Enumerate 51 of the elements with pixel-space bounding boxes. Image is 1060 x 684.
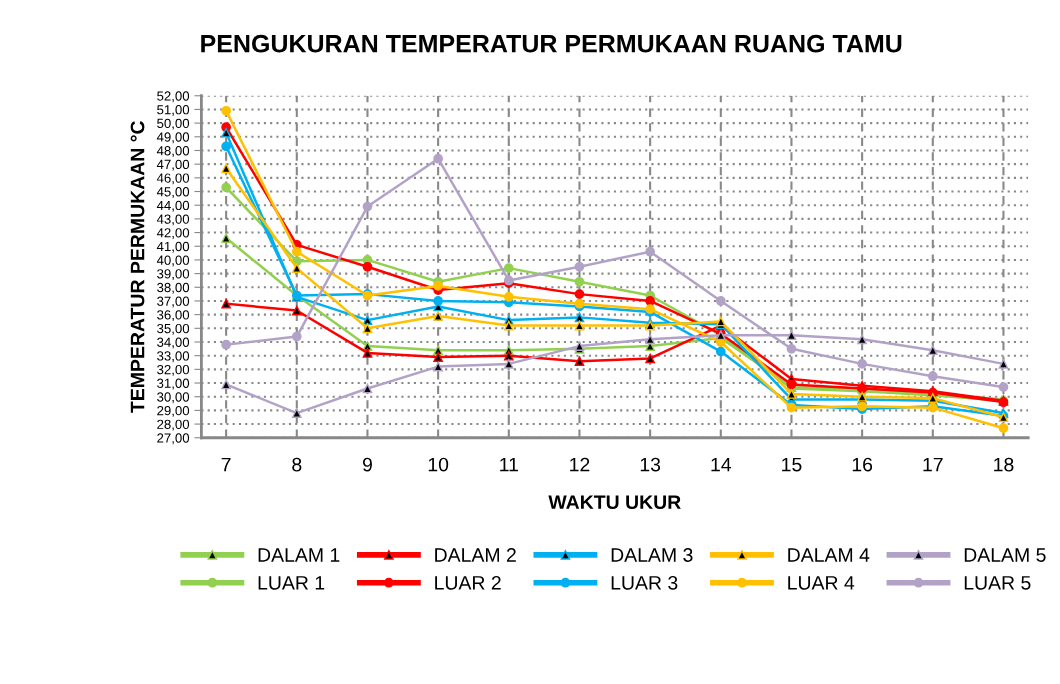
y-tick-label: 49,00 — [156, 132, 190, 144]
y-tick-label: 38,00 — [157, 282, 190, 294]
x-axis-title: WAKTU UKUR — [548, 495, 681, 510]
y-tick-label: 29,00 — [157, 405, 190, 417]
y-tick-label: 46,00 — [156, 173, 190, 185]
y-tick-label: 34,00 — [157, 337, 190, 349]
y-tick-label: 33,00 — [157, 351, 190, 363]
x-tick-label: 18 — [994, 457, 1014, 472]
y-tick-label: 32,00 — [157, 364, 190, 376]
y-tick-label: 45,00 — [156, 187, 190, 198]
y-tick-label: 52,00 — [157, 91, 190, 103]
chart-title: PENGUKURAN TEMPERATUR PERMUKAAN RUANG TAMU — [201, 34, 902, 53]
y-tick-label: 39,00 — [157, 269, 190, 281]
x-tick-label: 16 — [852, 457, 873, 472]
x-tick-label: 14 — [711, 457, 732, 472]
legend-label: LUAR 2 — [435, 575, 501, 590]
x-tick-label: 9 — [362, 457, 372, 472]
y-tick-label: 28,00 — [157, 419, 190, 431]
y-tick-label: 44,00 — [156, 200, 190, 212]
y-tick-label: 27,00 — [157, 433, 190, 445]
legend-label: DALAM 3 — [611, 548, 693, 562]
legend-label: LUAR 3 — [611, 575, 678, 590]
x-tick-label: 12 — [570, 457, 590, 472]
y-tick-label: 37,00 — [157, 296, 190, 308]
legend-label: DALAM 2 — [435, 548, 516, 562]
y-tick-label: 41,00 — [156, 241, 190, 253]
legend-label: LUAR 4 — [788, 576, 855, 590]
legend-label: LUAR 5 — [964, 576, 1031, 590]
x-tick-label: 10 — [428, 457, 449, 472]
x-tick-label: 7 — [221, 457, 231, 472]
y-axis-title: TEMPERATUR PERMUKAAN °C — [130, 120, 145, 413]
x-tick-label: 8 — [292, 457, 302, 472]
y-tick-label: 51,00 — [157, 105, 190, 116]
x-tick-label: 13 — [640, 457, 661, 472]
y-tick-label: 42,00 — [156, 228, 190, 240]
legend-label: DALAM 1 — [258, 548, 340, 562]
y-tick-label: 40,00 — [156, 255, 190, 267]
y-tick-label: 50,00 — [157, 118, 190, 130]
legend-label: LUAR 1 — [258, 576, 325, 590]
y-tick-label: 30,00 — [157, 392, 190, 404]
y-tick-label: 36,00 — [157, 310, 190, 322]
y-tick-label: 43,00 — [156, 214, 190, 226]
x-tick-label: 17 — [923, 457, 943, 472]
legend-label: DALAM 5 — [964, 548, 1046, 562]
y-tick-label: 47,00 — [156, 159, 190, 171]
y-tick-label: 48,00 — [156, 146, 190, 157]
legend-label: DALAM 4 — [788, 548, 870, 562]
y-tick-label: 31,00 — [157, 378, 190, 390]
x-tick-label: 11 — [500, 457, 518, 472]
y-tick-label: 35,00 — [157, 323, 190, 335]
x-tick-label: 15 — [782, 457, 802, 472]
